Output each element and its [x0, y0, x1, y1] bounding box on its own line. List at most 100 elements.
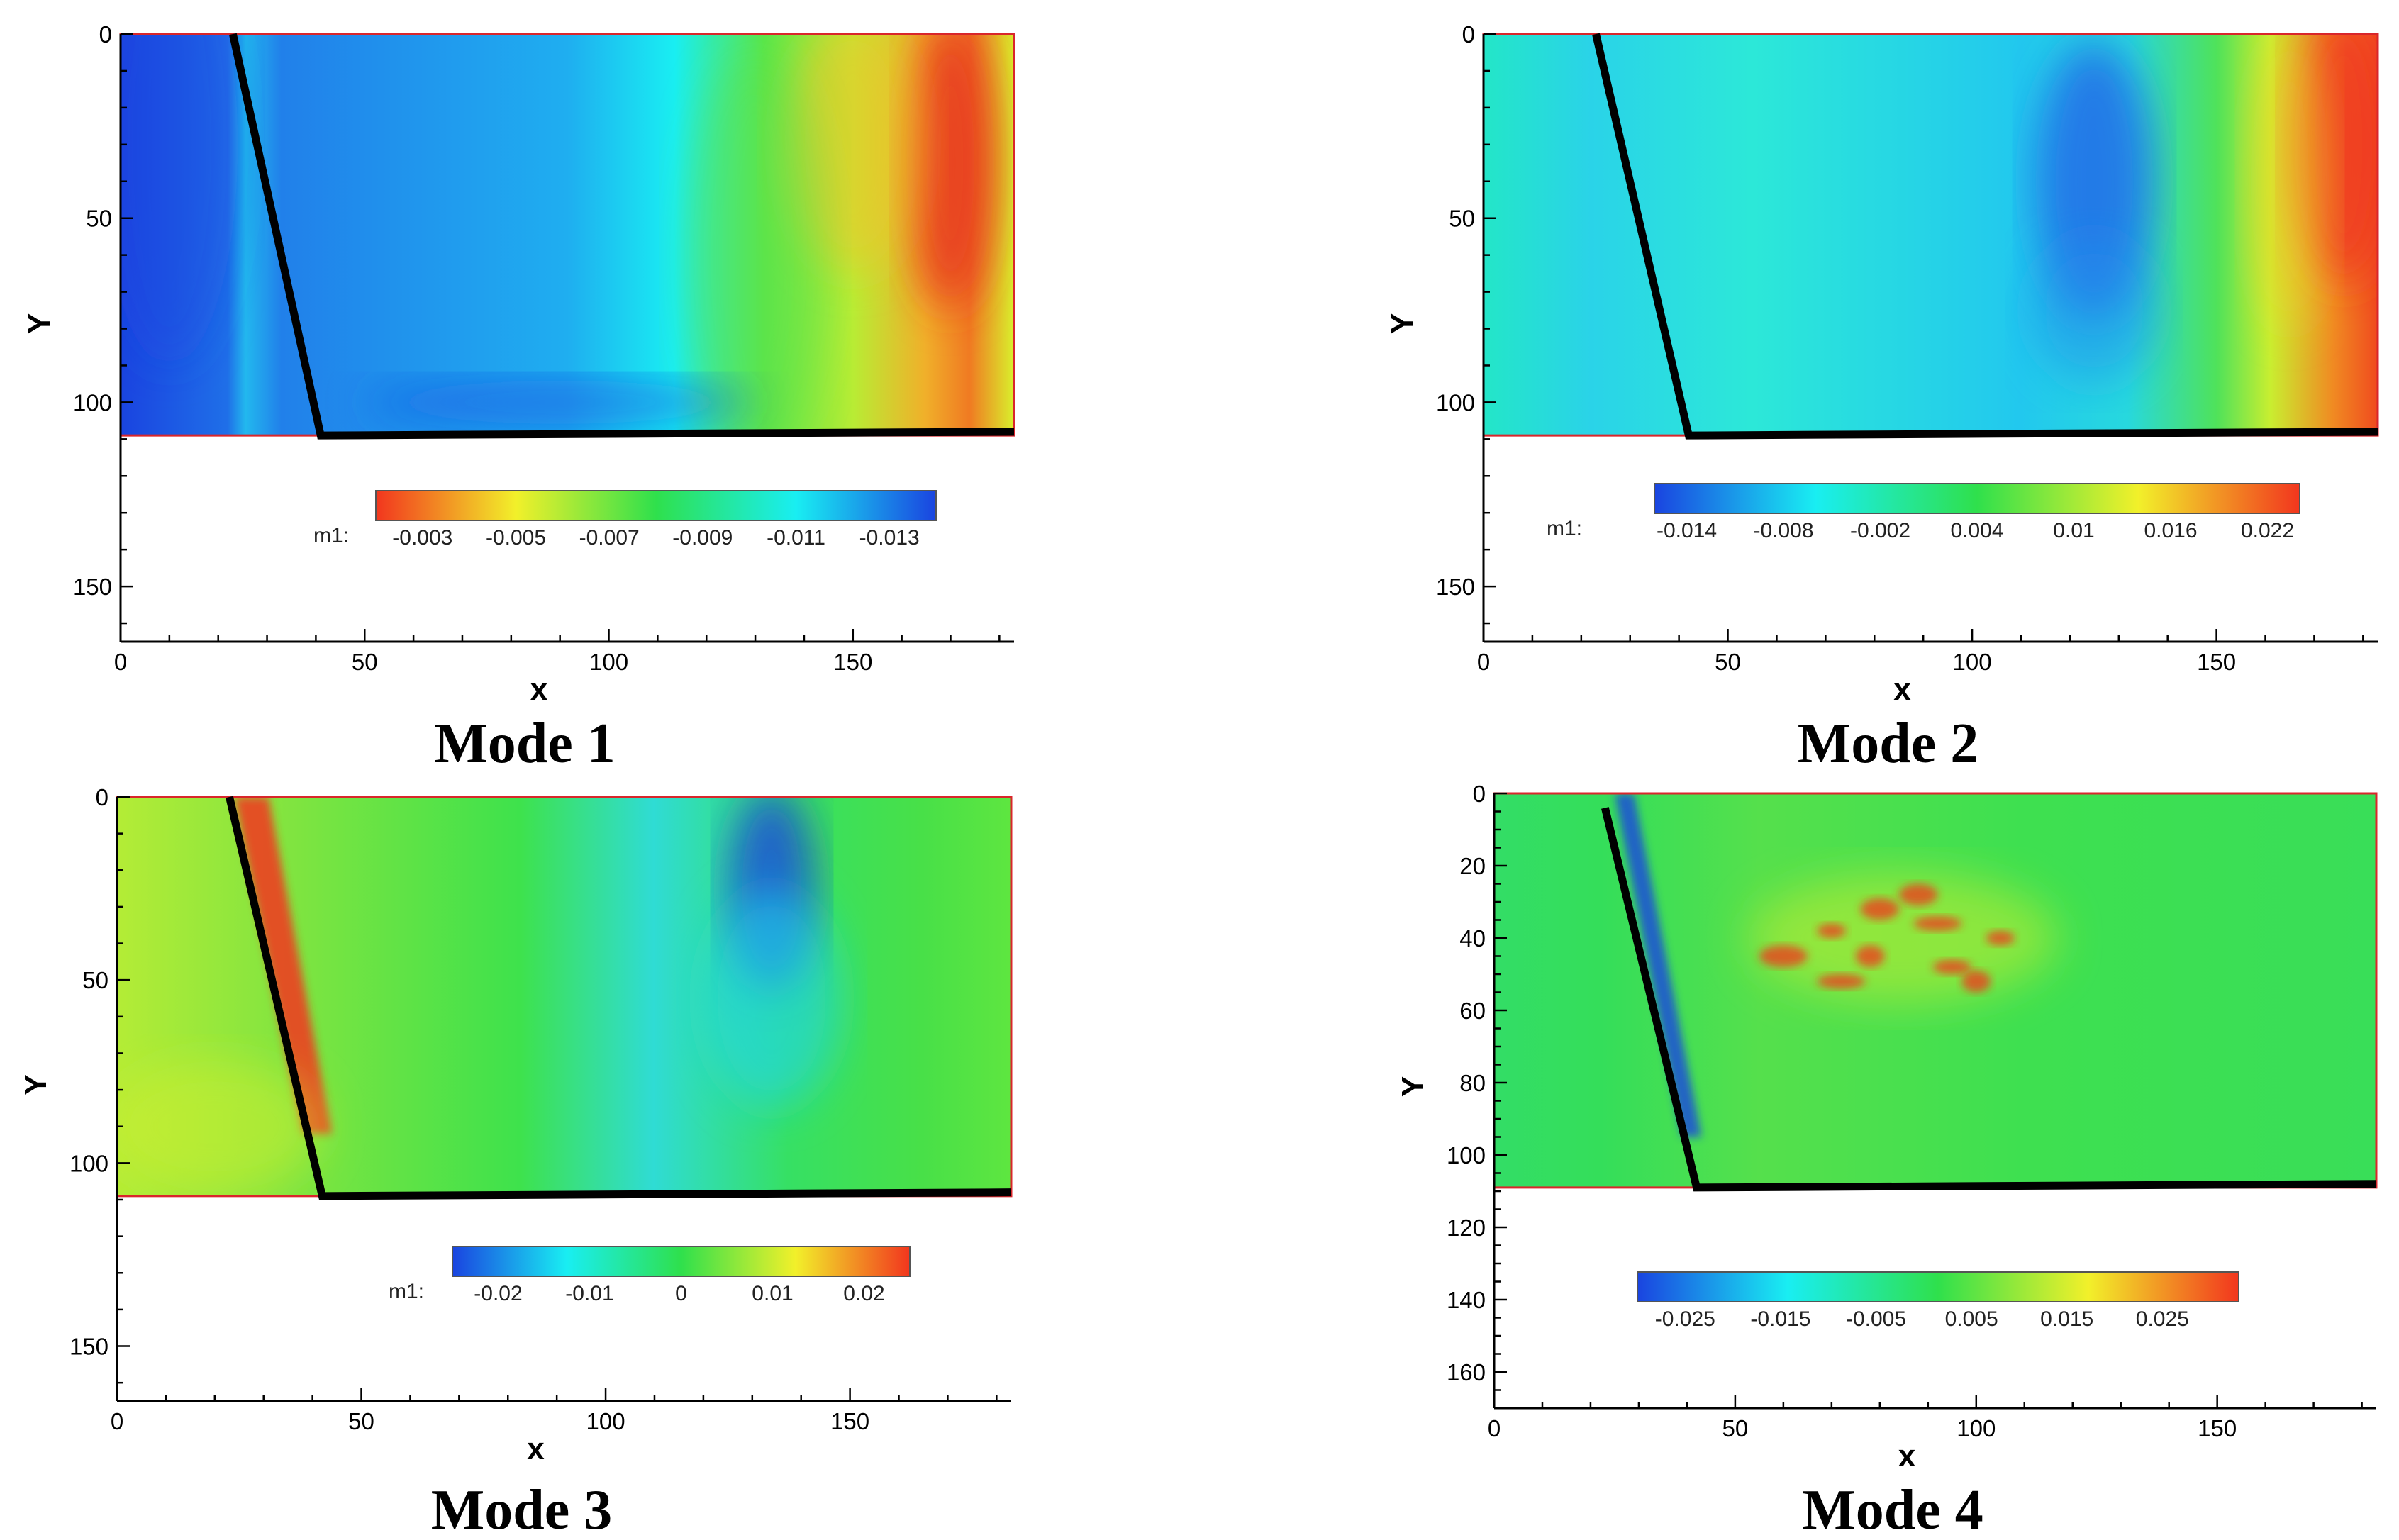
- mode-1-y-tick-label: 150: [73, 574, 112, 600]
- mode-2-colorbar-tick: 0.016: [2144, 519, 2197, 542]
- mode-3-x-axis-label: x: [527, 1432, 545, 1466]
- mode-1-x-tick-label: 150: [833, 649, 872, 675]
- mode-2-colorbar-tick: -0.002: [1850, 519, 1910, 542]
- mode-4-y-tick-label: 20: [1459, 853, 1486, 879]
- mode-1-x-tick-label: 50: [352, 649, 378, 675]
- mode-3-y-tick-label: 50: [82, 967, 108, 993]
- mode-4-y-tick-label: 40: [1459, 925, 1486, 952]
- mode-1-colorbar-tick: -0.003: [392, 526, 452, 549]
- mode-1-colorbar-label: m1:: [313, 524, 349, 547]
- mode-3-x-tick-label: 0: [111, 1408, 123, 1434]
- mode-2-y-axis-label: Y: [1385, 313, 1420, 334]
- mode-1-y-tick-label: 50: [86, 206, 112, 232]
- mode-3-y-axis-label: Y: [18, 1074, 53, 1095]
- mode-4-y-tick-label: 60: [1459, 998, 1486, 1024]
- mode-2-colorbar: [1654, 483, 2300, 514]
- mode-1-y-tick-label: 100: [73, 389, 112, 415]
- mode-1-colorbar-tick: -0.007: [579, 526, 640, 549]
- mode-1-x-tick-label: 100: [589, 649, 628, 675]
- mode-4-colorbar-tick: -0.025: [1655, 1307, 1715, 1331]
- mode-4-field: [1494, 793, 2376, 1188]
- mode-2-panel: 0 50 100 150 0 50 100 150 x Y -0.014 -0.008 -0.002 0.…: [1199, 0, 2398, 770]
- mode-4-colorbar-tick: -0.015: [1750, 1307, 1810, 1331]
- mode-2-shock-line: [1592, 33, 2378, 440]
- mode-4-y-tick-label: 0: [1473, 781, 1486, 807]
- mode-3-x-tick-label: 150: [830, 1408, 869, 1434]
- mode-2-caption: Mode 2: [1798, 713, 1979, 770]
- mode-1-colorbar-tick: -0.011: [767, 526, 825, 549]
- mode-4-x-tick-label: 50: [1722, 1415, 1749, 1441]
- mode-3-y-tick-label: 150: [69, 1334, 108, 1360]
- mode-4-y-tick-label: 160: [1447, 1359, 1486, 1385]
- mode-1-chart: 0 50 100 150 0 50 100 150 x Y -0.013 -0.011 -0.009 -0…: [22, 21, 1015, 770]
- mode-4-colorbar-tick: 0.025: [2136, 1307, 2189, 1331]
- mode-4-x-axis-label: x: [1898, 1439, 1916, 1473]
- mode-1-x-axis-label: x: [530, 672, 548, 707]
- mode-4-colorbar: [1637, 1271, 2239, 1302]
- mode-2-x-tick-label: 100: [1953, 649, 1992, 675]
- mode-3-caption: Mode 3: [431, 1479, 613, 1540]
- mode-1-colorbar: [375, 490, 937, 521]
- mode-4-shock-line: [1601, 807, 2377, 1192]
- mode-3-shock-line: [226, 796, 1012, 1200]
- mode-3-y-tick-label: 100: [69, 1150, 108, 1176]
- mode-4-y-axis-label: Y: [1396, 1076, 1430, 1097]
- mode-4-panel: 0 50 100 150 0 20 40 60 80 100 120 140 160 x Y -0.025 -0…: [1199, 770, 2398, 1540]
- mode-3-colorbar-tick: 0.01: [752, 1282, 793, 1305]
- mode-1-axes: [119, 33, 1014, 643]
- mode-2-x-axis-label: x: [1893, 672, 1911, 707]
- mode-1-field: [121, 34, 1014, 436]
- mode-2-x-tick-label: 0: [1477, 649, 1490, 675]
- mode-3-colorbar: [452, 1246, 911, 1277]
- mode-1-colorbar-tick: -0.005: [486, 526, 546, 549]
- mode-1-caption: Mode 1: [434, 713, 616, 770]
- mode-4-x-tick-label: 0: [1488, 1415, 1501, 1441]
- mode-3-axes: [116, 796, 1011, 1402]
- mode-3-panel: 0 50 100 150 0 50 100 150 x Y -0.02 -0.01 0 0.01 0.02 m…: [0, 770, 1199, 1540]
- mode-3-chart: 0 50 100 150 0 50 100 150 x Y -0.02 -0.01 0 0.01 0.02 m…: [18, 784, 1013, 1540]
- mode-1-panel: 0 50 100 150 0 50 100 150 x Y -0.013 -0.011 -0.009 -0…: [0, 0, 1199, 770]
- mode-2-axes: [1482, 33, 2378, 643]
- mode-2-colorbar-tick: -0.014: [1657, 519, 1717, 542]
- mode-3-colorbar-tick: -0.01: [565, 1282, 613, 1305]
- mode-1-shock-line: [228, 33, 1015, 440]
- mode-4-colorbar-tick: 0.015: [2040, 1307, 2093, 1331]
- mode-2-y-tick-label: 0: [1462, 21, 1475, 48]
- mode-4-colorbar-tick: 0.005: [1945, 1307, 1998, 1331]
- mode-2-colorbar-tick: 0.022: [2241, 519, 2294, 542]
- mode-4-x-tick-label: 150: [2198, 1415, 2237, 1441]
- mode-2-y-tick-label: 50: [1449, 206, 1475, 232]
- mode-2-colorbar-label: m1:: [1547, 517, 1582, 540]
- mode-4-colorbar-tick: -0.005: [1846, 1307, 1906, 1331]
- mode-3-colorbar-tick: -0.02: [474, 1282, 522, 1305]
- mode-4-y-tick-label: 80: [1459, 1070, 1486, 1096]
- mode-2-field: [1484, 34, 2378, 436]
- mode-1-y-tick-label: 0: [99, 21, 112, 48]
- mode-4-x-tick-label: 100: [1957, 1415, 1996, 1441]
- mode-3-x-tick-label: 50: [348, 1408, 374, 1434]
- mode-2-x-tick-label: 150: [2197, 649, 2236, 675]
- mode-4-axes: [1493, 792, 2376, 1410]
- mode-3-colorbar-tick: 0.02: [843, 1282, 884, 1305]
- mode-4-y-tick-label: 120: [1447, 1215, 1486, 1241]
- mode-2-y-tick-label: 150: [1436, 574, 1475, 600]
- mode-2-y-tick-label: 100: [1436, 389, 1475, 415]
- mode-3-colorbar-label: m1:: [389, 1280, 424, 1303]
- mode-1-x-tick-label: 0: [114, 649, 127, 675]
- mode-3-x-tick-label: 100: [586, 1408, 625, 1434]
- mode-3-colorbar-tick: 0: [675, 1282, 687, 1305]
- mode-4-caption: Mode 4: [1802, 1479, 1983, 1540]
- mode-3-field: [117, 797, 1011, 1196]
- mode-2-colorbar-tick: 0.01: [2053, 519, 2094, 542]
- mode-4-y-tick-label: 140: [1447, 1287, 1486, 1313]
- mode-4-y-tick-label: 100: [1447, 1142, 1486, 1168]
- mode-2-x-tick-label: 50: [1715, 649, 1741, 675]
- mode-1-y-axis-label: Y: [22, 313, 57, 334]
- mode-1-colorbar-tick: -0.013: [859, 526, 920, 549]
- mode-2-colorbar-tick: -0.008: [1753, 519, 1813, 542]
- mode-4-chart: 0 50 100 150 0 20 40 60 80 100 120 140 160 x Y -0.025 -0…: [1396, 781, 2378, 1540]
- mode-2-chart: 0 50 100 150 0 50 100 150 x Y -0.014 -0.008 -0.002 0.…: [1385, 21, 2379, 770]
- mode-3-y-tick-label: 0: [96, 784, 108, 810]
- mode-1-colorbar-tick: -0.009: [672, 526, 733, 549]
